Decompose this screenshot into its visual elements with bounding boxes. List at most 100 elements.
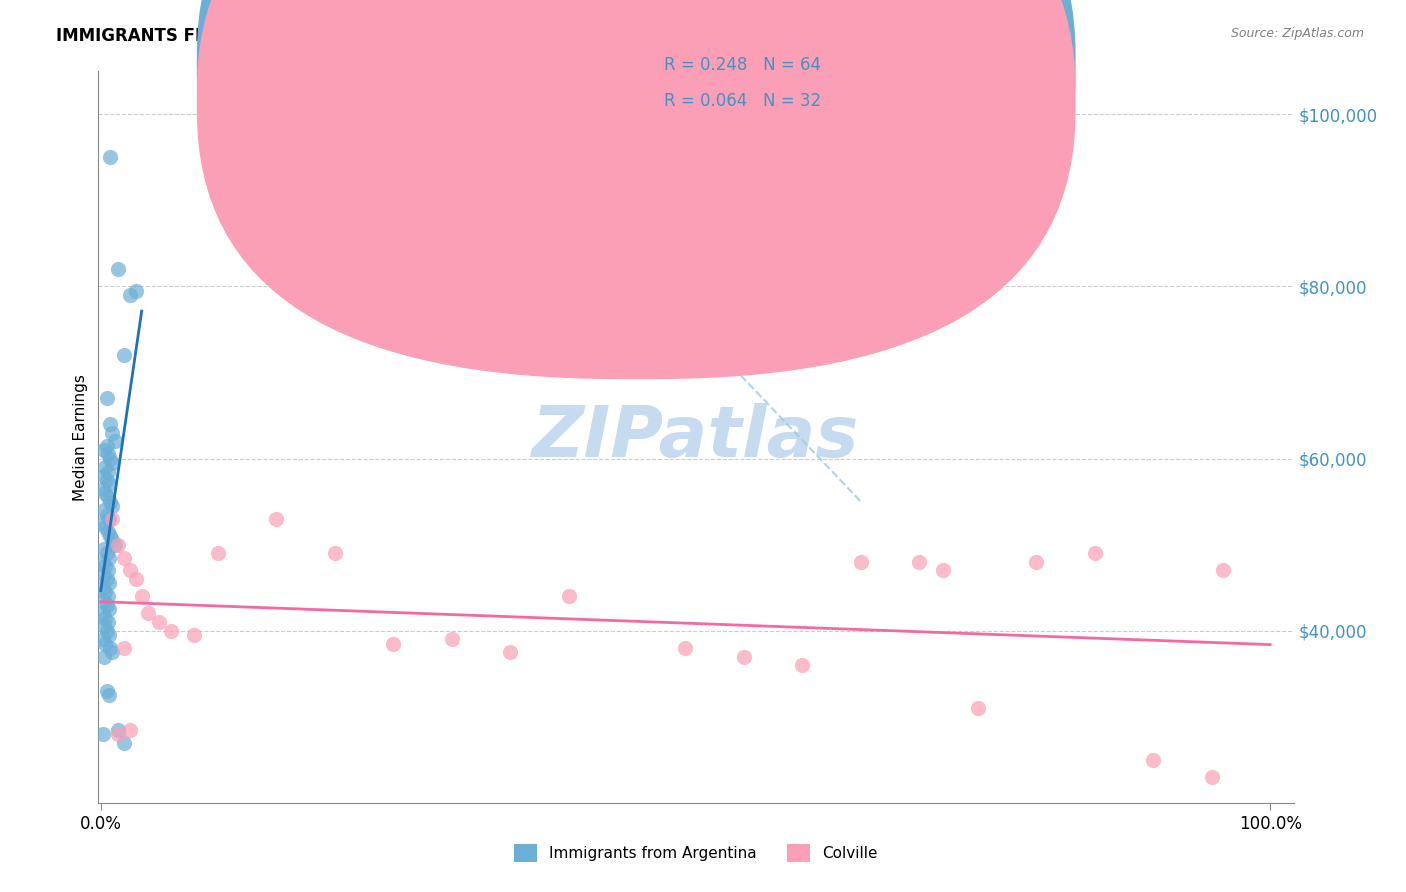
Point (1201, 770, 1223, 784)
Point (101, 456, 124, 470)
Point (104, 538, 127, 552)
Point (118, 288, 141, 302)
Point (97, 477, 120, 491)
Point (264, 512, 287, 526)
Point (112, 348, 135, 362)
Point (160, 624, 183, 638)
Point (118, 564, 141, 578)
Point (148, 615, 170, 629)
Point (966, 701, 988, 715)
Text: IMMIGRANTS FROM ARGENTINA VS COLVILLE MEDIAN EARNINGS CORRELATION CHART: IMMIGRANTS FROM ARGENTINA VS COLVILLE ME… (56, 27, 865, 45)
Point (97, 550, 120, 565)
Point (97, 564, 120, 578)
Point (97, 688, 120, 702)
Point (91, 581, 114, 595)
Point (112, 640, 135, 655)
Point (94, 520, 117, 534)
Point (94, 585, 117, 599)
Point (323, 546, 346, 560)
Point (908, 555, 931, 569)
Point (97, 628, 120, 642)
Point (98, 417, 121, 432)
Point (91, 516, 114, 530)
Point (91, 632, 114, 647)
Point (101, 512, 124, 526)
Point (96, 572, 118, 586)
Point (96, 392, 118, 406)
Point (97, 524, 120, 539)
Point (93, 468, 115, 483)
Point (98, 640, 121, 655)
Point (101, 499, 124, 513)
Point (93, 649, 115, 664)
Point (382, 637, 405, 651)
Point (733, 649, 755, 664)
Point (96, 439, 118, 453)
Point (93, 619, 115, 633)
Text: R = 0.248   N = 64: R = 0.248 N = 64 (664, 56, 821, 74)
Point (931, 564, 953, 578)
Point (557, 589, 579, 603)
Point (101, 645, 124, 659)
Point (849, 555, 872, 569)
Point (97, 602, 120, 616)
Point (675, 640, 697, 655)
Point (107, 538, 129, 552)
Point (107, 262, 129, 277)
Point (96, 473, 118, 487)
Point (1025, 555, 1047, 569)
Point (131, 589, 153, 603)
Y-axis label: Median Earnings: Median Earnings (73, 374, 89, 500)
Point (96, 624, 118, 638)
Point (93, 541, 115, 556)
Point (125, 572, 148, 586)
Point (97, 491, 120, 505)
Text: ZIPatlas: ZIPatlas (533, 402, 859, 472)
Point (94, 486, 117, 500)
Point (183, 628, 205, 642)
Point (98, 451, 121, 466)
Point (98, 494, 121, 508)
Point (93, 503, 115, 517)
Point (1084, 546, 1107, 560)
Point (98, 529, 121, 543)
Text: R = 0.064   N = 32: R = 0.064 N = 32 (664, 92, 821, 110)
Point (112, 550, 135, 565)
Point (499, 645, 522, 659)
Point (93, 593, 115, 607)
Point (93, 442, 115, 457)
Point (97, 576, 120, 591)
Point (97, 447, 120, 461)
Point (93, 567, 115, 582)
Point (91, 482, 114, 496)
Point (125, 284, 148, 298)
Point (1142, 753, 1164, 767)
Point (91, 607, 114, 621)
Point (792, 658, 814, 673)
Point (91, 555, 114, 569)
Point (112, 735, 135, 749)
Point (96, 546, 118, 560)
Point (107, 727, 129, 741)
Point (97, 512, 120, 526)
Point (94, 637, 117, 651)
Point (97, 589, 120, 603)
Point (94, 559, 117, 574)
Point (440, 632, 463, 647)
Point (101, 425, 124, 440)
Point (96, 684, 118, 698)
Point (96, 598, 118, 612)
Point (94, 460, 117, 475)
Point (118, 723, 141, 737)
Point (101, 533, 124, 548)
Point (97, 465, 120, 479)
Point (94, 611, 117, 625)
Point (96, 508, 118, 522)
Point (97, 615, 120, 629)
Point (104, 434, 127, 449)
Point (91, 727, 114, 741)
Point (98, 150, 121, 164)
Point (1212, 564, 1234, 578)
Legend: Immigrants from Argentina, Colville: Immigrants from Argentina, Colville (508, 838, 884, 868)
Point (207, 546, 229, 560)
